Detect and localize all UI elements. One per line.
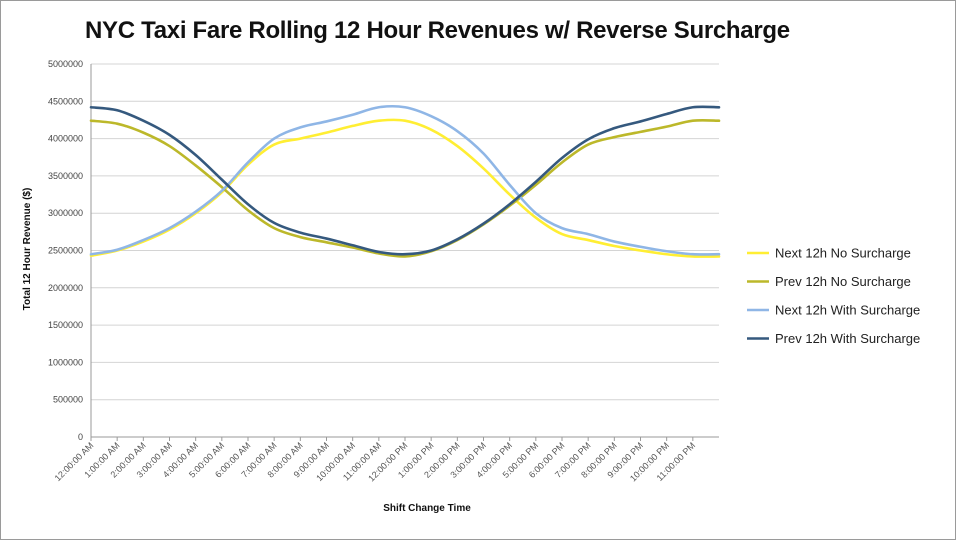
series-line-next-12h-no-surcharge bbox=[89, 118, 721, 258]
y-tick-label: 3000000 bbox=[48, 208, 83, 218]
legend-label: Next 12h With Surcharge bbox=[775, 303, 920, 318]
legend-label: Prev 12h No Surcharge bbox=[775, 274, 911, 289]
y-tick-label: 0 bbox=[78, 432, 83, 442]
y-tick-label: 4000000 bbox=[48, 134, 83, 144]
legend-label: Next 12h No Surcharge bbox=[775, 246, 911, 261]
series-line-prev-12h-with-surcharge bbox=[89, 105, 721, 256]
series-line-next-12h-with-surcharge bbox=[89, 104, 721, 256]
y-tick-label: 2500000 bbox=[48, 246, 83, 256]
y-tick-label: 1000000 bbox=[48, 357, 83, 367]
y-tick-label: 2000000 bbox=[48, 283, 83, 293]
legend-label: Prev 12h With Surcharge bbox=[775, 331, 920, 346]
y-tick-label: 1500000 bbox=[48, 320, 83, 330]
y-tick-label: 5000000 bbox=[48, 59, 83, 69]
y-tick-label: 500000 bbox=[53, 395, 83, 405]
chart-title: NYC Taxi Fare Rolling 12 Hour Revenues w… bbox=[85, 17, 790, 44]
y-tick-label: 3500000 bbox=[48, 171, 83, 181]
y-axis-title: Total 12 Hour Revenue ($) bbox=[22, 188, 33, 311]
series-line-prev-12h-no-surcharge bbox=[89, 118, 721, 258]
x-axis-title: Shift Change Time bbox=[383, 503, 471, 514]
y-tick-label: 4500000 bbox=[48, 96, 83, 106]
